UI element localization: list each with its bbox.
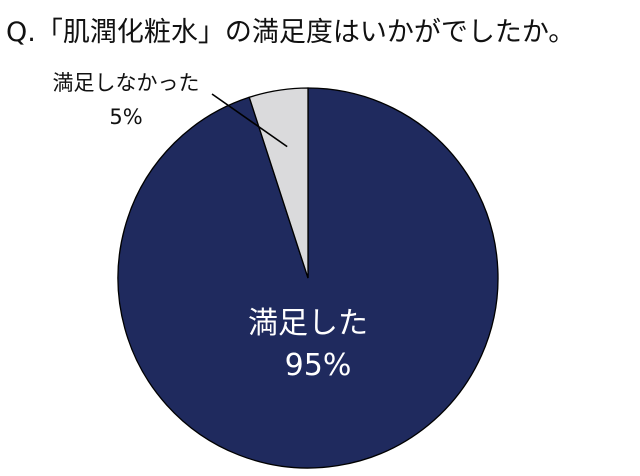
chart-title: Q.「肌潤化粧水」の満足度はいかがでしたか。 — [6, 17, 576, 48]
slice-labels: 満足した 95% 満足しなかった 5% — [53, 71, 369, 383]
leader-line-2 — [211, 93, 288, 148]
leader-lines — [211, 93, 288, 148]
pie-slices — [117, 87, 499, 469]
slice-label-name-2: 満足しなかった — [53, 71, 200, 95]
slice-label-value-1: 95% — [285, 348, 352, 383]
slice-label-value-2: 5% — [109, 105, 142, 129]
slice-label-name-1: 満足した — [248, 306, 368, 341]
pie-slice-2 — [248, 87, 309, 279]
